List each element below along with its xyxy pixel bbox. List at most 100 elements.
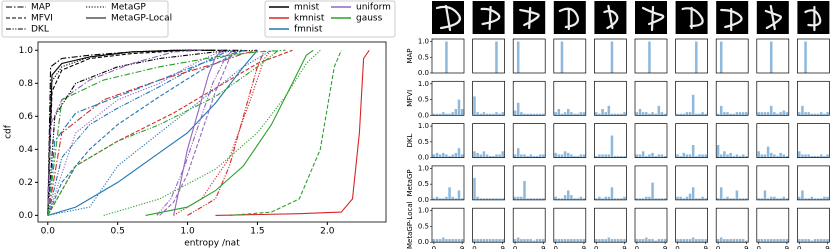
bar xyxy=(620,156,623,158)
bar xyxy=(435,196,439,200)
x-tick-label: 0.5 xyxy=(110,227,124,237)
bar xyxy=(563,112,567,116)
bar xyxy=(538,239,542,243)
bar xyxy=(654,198,657,200)
bar xyxy=(723,151,726,158)
bar xyxy=(735,154,739,158)
cdf-line xyxy=(103,49,321,216)
bar xyxy=(760,239,764,243)
bar xyxy=(695,198,698,200)
panel-frame xyxy=(553,80,587,116)
bar xyxy=(804,112,807,116)
bar xyxy=(760,154,764,158)
bar xyxy=(826,154,829,158)
bar xyxy=(716,145,720,158)
bar xyxy=(613,198,617,200)
bar xyxy=(604,112,607,116)
bar xyxy=(695,239,698,243)
legend-label: mnist xyxy=(294,3,320,13)
bar xyxy=(801,105,804,116)
bar xyxy=(523,154,526,158)
bar xyxy=(691,94,695,116)
bar xyxy=(473,239,476,243)
digit-stroke xyxy=(558,7,580,31)
legend-label: MFVI xyxy=(31,14,53,24)
bar xyxy=(810,156,814,158)
bar xyxy=(598,113,601,116)
bar xyxy=(432,113,436,116)
bar xyxy=(701,154,704,158)
bar xyxy=(810,113,814,116)
bar xyxy=(804,41,807,73)
bar xyxy=(501,112,504,116)
bar xyxy=(729,113,732,116)
panel-frame xyxy=(756,38,790,74)
bar xyxy=(679,239,682,243)
panel-frame xyxy=(553,207,587,243)
y-tick-label: 0.8 xyxy=(19,79,34,89)
bar xyxy=(432,198,436,200)
bar xyxy=(529,113,533,116)
cdf-line xyxy=(47,49,293,216)
bar xyxy=(485,198,489,200)
bar xyxy=(532,198,536,200)
y-tick-label: 0.0 xyxy=(418,238,429,246)
panel-frame xyxy=(472,207,505,243)
bar xyxy=(816,156,820,158)
bar xyxy=(476,112,479,116)
bar xyxy=(513,239,517,243)
bar xyxy=(610,187,614,200)
bar xyxy=(566,109,570,116)
legend-label: MetaGP xyxy=(111,3,146,13)
bar xyxy=(663,113,667,116)
legend-label: gauss xyxy=(356,14,383,24)
bar xyxy=(563,239,567,243)
bar xyxy=(663,239,667,243)
cdf-line xyxy=(47,49,202,216)
bar xyxy=(823,196,826,200)
bar xyxy=(501,239,504,243)
bar xyxy=(704,198,707,200)
bar xyxy=(826,239,829,243)
bar xyxy=(776,198,779,200)
bar xyxy=(679,196,682,200)
bar xyxy=(691,237,695,243)
bar xyxy=(657,154,661,158)
cdf-line xyxy=(173,49,272,216)
bar xyxy=(623,239,626,243)
bar xyxy=(638,109,642,116)
x-tick-label: 9 xyxy=(744,245,748,249)
panel-frame xyxy=(431,80,465,116)
bar xyxy=(757,151,760,158)
bar xyxy=(526,239,529,243)
bar xyxy=(807,239,810,243)
bar xyxy=(479,154,483,158)
bar xyxy=(804,154,807,158)
bar xyxy=(485,113,489,116)
bar xyxy=(442,198,445,200)
panel-frame xyxy=(797,165,830,201)
bar xyxy=(448,113,451,116)
bar xyxy=(823,239,826,243)
bar xyxy=(520,154,523,158)
bar xyxy=(760,198,764,200)
panel-frame xyxy=(431,165,465,201)
bar xyxy=(560,239,564,243)
bar xyxy=(719,237,723,243)
bar xyxy=(435,152,439,158)
bar xyxy=(695,41,698,73)
bar xyxy=(698,154,701,158)
bar xyxy=(807,112,810,116)
cdf-line xyxy=(47,49,244,216)
panel-frame xyxy=(715,165,749,201)
bar xyxy=(819,239,823,243)
bar xyxy=(760,112,764,116)
bar xyxy=(607,105,611,116)
cdf-line xyxy=(47,49,230,216)
bar xyxy=(657,198,661,200)
bar xyxy=(641,112,645,116)
bar xyxy=(438,154,442,158)
bar xyxy=(798,239,801,243)
bar xyxy=(701,239,704,243)
